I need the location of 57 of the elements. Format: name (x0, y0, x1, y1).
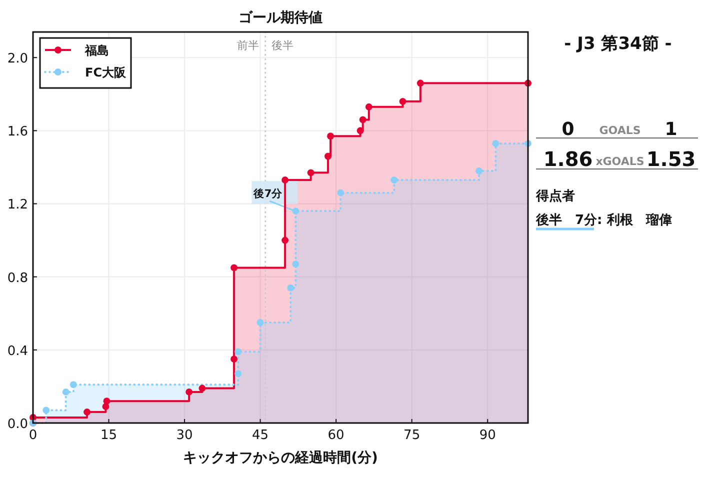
text: 得点者 (535, 188, 575, 204)
point (70, 381, 77, 388)
point (282, 176, 289, 184)
point (230, 356, 238, 363)
y-tick-label: 1.6 (7, 124, 28, 140)
point (399, 98, 406, 105)
point (416, 80, 424, 87)
point (103, 398, 110, 405)
point (234, 370, 242, 378)
point (234, 348, 242, 356)
point (307, 169, 314, 176)
text: 後半 7分: 利根 瑠偉 (535, 212, 672, 228)
x-tick-label: 15 (100, 428, 118, 443)
text: 0 (562, 119, 574, 140)
point (292, 208, 300, 215)
x-tick-label: 0 (28, 428, 38, 443)
y-tick-label: 0.0 (7, 417, 28, 432)
legend-label: 福島 (84, 44, 109, 58)
chart-title: ゴール期待値 (238, 10, 322, 26)
y-tick-label: 1.2 (7, 198, 28, 213)
point (186, 388, 193, 396)
annotation: 後7分 (252, 187, 284, 200)
text: - J3 第34節 - (564, 34, 672, 54)
x-tick-label: 60 (328, 428, 344, 443)
point (324, 152, 332, 160)
x-tick-label: 45 (252, 428, 269, 443)
point (292, 260, 300, 268)
point (42, 406, 50, 414)
point (356, 127, 364, 134)
text: xGOALS (596, 155, 644, 168)
y-tick-label: 0.8 (7, 270, 28, 286)
point (282, 236, 289, 244)
text: 1.53 (646, 147, 696, 171)
point (327, 132, 334, 140)
point (198, 384, 206, 392)
point (287, 284, 294, 292)
x-tick-label: 75 (404, 428, 420, 443)
point (476, 167, 482, 174)
point (492, 140, 500, 147)
ref-line-label: 前半 後半 (237, 39, 294, 52)
point (337, 189, 344, 196)
text: GOALS (599, 124, 641, 137)
legend-label: FC大阪 (85, 66, 128, 80)
point (84, 408, 91, 416)
point (62, 388, 70, 396)
text: 1 (664, 119, 678, 140)
text: 1.86 (543, 147, 593, 171)
y-tick-label: 2.0 (7, 52, 28, 67)
x-tick-label: 30 (176, 428, 193, 443)
point (365, 103, 372, 110)
point (390, 176, 398, 184)
point (359, 116, 366, 124)
y-tick-label: 0.4 (7, 344, 28, 359)
x-tick-label: 90 (479, 428, 496, 443)
x-axis-title: キックオフからの経過時間(分) (183, 450, 378, 466)
point (256, 319, 264, 326)
point (230, 264, 238, 272)
